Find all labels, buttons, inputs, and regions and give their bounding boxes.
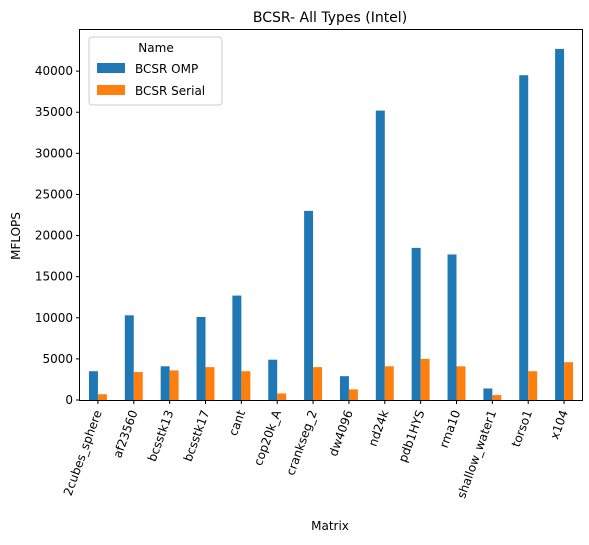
bar-bcsr-omp-shallow-water1	[483, 388, 493, 400]
legend-title: Name	[138, 41, 173, 55]
x-tick-label: cant	[226, 408, 248, 438]
y-axis-ticks: 0 5000 10000 15000 20000 25000 30000 35000 40000	[35, 64, 80, 407]
chart-title: BCSR- All Types (Intel)	[253, 10, 407, 26]
bar-bcsr-omp-rma10	[447, 254, 457, 400]
bar-bcsr-omp-cant	[232, 295, 242, 400]
x-tick-label: bcsstk17	[181, 408, 213, 463]
bar-bcsr-omp-pdb1hys	[411, 247, 421, 400]
y-tick-label: 20000	[35, 229, 73, 243]
bar-bcsr-omp-x104	[555, 48, 565, 401]
x-tick-label: dw4096	[326, 408, 356, 458]
x-tick-label: af23560	[110, 408, 140, 460]
bar-bcsr-omp-af23560	[124, 315, 134, 400]
bar-bcsr-serial-2cubes-sphere	[97, 394, 107, 400]
bar-bcsr-serial-crankseg-2	[313, 367, 323, 400]
y-tick-label: 40000	[35, 64, 73, 78]
bar-bcsr-serial-nd24k	[384, 366, 394, 400]
bars	[88, 48, 574, 401]
bar-bcsr-serial-x104	[564, 362, 574, 400]
x-tick-label: nd24k	[366, 408, 392, 448]
bar-bcsr-serial-rma10	[456, 366, 466, 400]
y-tick-label: 35000	[35, 105, 73, 119]
x-axis-label: Matrix	[311, 519, 349, 533]
x-axis-ticks: 2cubes_sphere af23560 bcsstk13 bcsstk17 cant…	[61, 400, 571, 500]
x-tick-label: cop20k_A	[251, 407, 284, 467]
bar-bcsr-serial-pdb1hys	[420, 358, 430, 400]
legend-swatch-bcsr-serial	[97, 85, 125, 95]
bar-bcsr-serial-bcsstk13	[169, 370, 179, 400]
bar-bcsr-omp-cop20k-a	[268, 359, 278, 400]
legend: Name BCSR OMP BCSR Serial	[88, 36, 223, 106]
legend-swatch-bcsr-omp	[97, 63, 125, 73]
bar-bcsr-serial-dw4096	[348, 389, 358, 400]
bar-bcsr-serial-cant	[241, 371, 251, 400]
bar-bcsr-serial-cop20k-a	[277, 393, 287, 400]
y-tick-label: 30000	[35, 146, 73, 160]
x-tick-label: pdb1HYS	[396, 408, 428, 464]
y-tick-label: 10000	[35, 311, 73, 325]
bar-bcsr-omp-bcsstk13	[160, 366, 170, 400]
bar-bcsr-omp-dw4096	[339, 376, 349, 400]
y-axis-label: MFLOPS	[9, 212, 23, 260]
bar-bcsr-serial-shallow-water1	[492, 395, 502, 400]
x-tick-label: rma10	[437, 408, 464, 449]
x-tick-label: bcsstk13	[145, 408, 177, 463]
y-tick-label: 15000	[35, 270, 73, 284]
bar-bcsr-serial-bcsstk17	[205, 367, 215, 400]
x-tick-label: crankseg_2	[283, 408, 320, 477]
bar-bcsr-omp-crankseg-2	[304, 210, 314, 400]
bar-bcsr-omp-torso1	[519, 75, 529, 400]
x-tick-label: x104	[547, 408, 570, 441]
x-tick-label: torso1	[509, 408, 535, 449]
legend-label-bcsr-omp: BCSR OMP	[135, 62, 198, 76]
bar-bcsr-omp-bcsstk17	[196, 316, 206, 400]
x-tick-label: shallow_water1	[454, 408, 499, 500]
y-tick-label: 5000	[42, 352, 73, 366]
bar-bcsr-serial-torso1	[528, 371, 538, 400]
bar-bcsr-omp-nd24k	[375, 110, 385, 401]
y-tick-label: 0	[65, 393, 73, 407]
legend-label-bcsr-serial: BCSR Serial	[135, 84, 205, 98]
bar-bcsr-omp-2cubes-sphere	[88, 371, 98, 400]
y-tick-label: 25000	[35, 187, 73, 201]
bar-bcsr-serial-af23560	[133, 372, 143, 400]
plot-frame	[79, 29, 583, 401]
x-tick-label: 2cubes_sphere	[61, 408, 105, 497]
